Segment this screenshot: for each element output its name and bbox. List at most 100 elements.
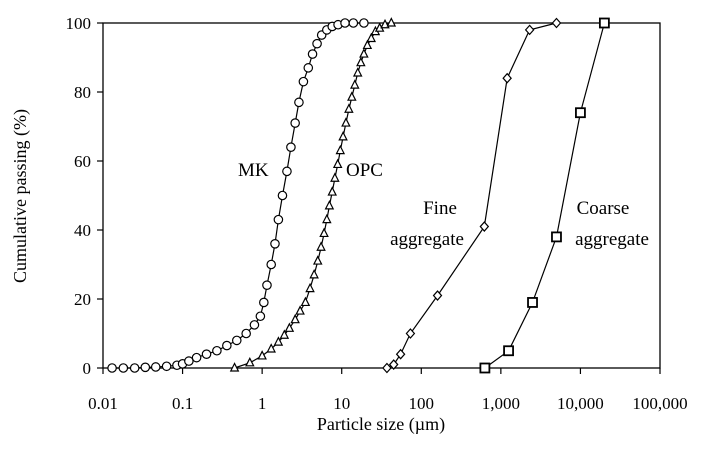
x-axis: 0.01 0.1 1 10 100 1,000 10,000 100,000	[88, 368, 688, 413]
opc-point	[284, 322, 295, 332]
fine-aggregate-point	[388, 359, 399, 370]
x-tick-label: 10	[333, 394, 350, 413]
opc-point	[322, 213, 332, 224]
y-tick-label: 100	[66, 14, 92, 33]
fine-aggregate-point	[405, 328, 416, 339]
opc-point	[229, 362, 240, 372]
coarse-aggregate-point	[598, 17, 610, 29]
fine-aggregate-point	[432, 290, 443, 301]
opc-point	[305, 282, 315, 293]
mk-point	[255, 311, 266, 322]
coarse-aggregate-series	[479, 17, 610, 374]
y-tick-label: 0	[83, 359, 92, 378]
mk-point	[129, 363, 140, 373]
mk-point	[277, 190, 288, 201]
opc-point	[366, 32, 377, 43]
opc-point	[330, 172, 340, 182]
opc-point	[279, 329, 290, 339]
x-tick-label: 0.1	[172, 394, 193, 413]
mk-point	[201, 349, 212, 359]
mk-point	[294, 97, 304, 108]
opc-point	[266, 343, 276, 353]
mk-point	[262, 280, 272, 290]
opc-series	[229, 17, 397, 372]
coarse-aggregate-point	[479, 362, 491, 374]
mk-point	[222, 340, 232, 351]
y-tick-label: 40	[74, 221, 91, 240]
mk-point	[270, 239, 280, 249]
y-tick-label: 60	[74, 152, 91, 171]
mk-point	[231, 335, 242, 346]
opc-point	[352, 67, 363, 77]
fine-aggregate-series	[382, 17, 562, 374]
fine-aggregate-line	[386, 22, 557, 369]
opc-point	[332, 158, 343, 169]
opc-point	[257, 350, 267, 360]
opc-point	[245, 356, 255, 367]
opc-point	[324, 200, 335, 210]
x-axis-title: Particle size (µm)	[317, 414, 445, 435]
x-tick-label: 10,000	[557, 394, 604, 413]
fine-aggregate-point	[524, 24, 535, 36]
series-layer	[107, 17, 610, 374]
fine-aggregate-point	[502, 72, 512, 84]
mk-point	[259, 297, 269, 308]
opc-point	[290, 313, 300, 324]
fine-aggregate-label-line1: Fine	[423, 198, 457, 219]
opc-point	[350, 79, 360, 89]
opc-point	[341, 117, 351, 127]
mk-point	[340, 18, 350, 28]
mk-series	[107, 18, 369, 373]
y-axis-title: Cumulative passing (%)	[10, 109, 31, 283]
mk-point	[118, 363, 129, 373]
opc-point	[312, 255, 323, 265]
opc-label: OPC	[346, 160, 383, 181]
mk-point	[107, 363, 117, 373]
mk-point	[348, 18, 359, 28]
mk-point	[290, 118, 300, 128]
coarse-aggregate-point	[575, 107, 586, 119]
opc-point	[327, 186, 338, 196]
opc-point	[359, 48, 369, 58]
fine-aggregate-point	[479, 221, 490, 232]
coarse-aggregate-point	[527, 297, 538, 308]
x-tick-label: 100	[409, 394, 435, 413]
mk-point	[359, 18, 369, 28]
opc-point	[273, 336, 284, 346]
opc-point	[338, 131, 348, 141]
mk-point	[273, 214, 284, 225]
opc-point	[309, 269, 319, 279]
coarse-aggregate-label-line2: aggregate	[575, 229, 649, 250]
y-axis: 0 20 40 60 80 100	[66, 14, 103, 378]
mk-point	[282, 166, 292, 177]
mk-point	[307, 49, 318, 59]
mk-point	[191, 352, 202, 363]
coarse-aggregate-point	[503, 345, 514, 357]
x-tick-label: 0.01	[88, 394, 118, 413]
mk-point	[150, 362, 161, 372]
plot-frame	[102, 22, 661, 369]
mk-point	[184, 356, 194, 366]
y-tick-label: 80	[74, 83, 91, 102]
fine-aggregate-label-line2: aggregate	[390, 229, 464, 250]
mk-point	[286, 142, 296, 152]
y-tick-label: 20	[74, 290, 91, 309]
mk-line	[112, 22, 364, 369]
opc-point	[316, 241, 326, 251]
x-tick-label: 1	[258, 394, 267, 413]
opc-point	[380, 18, 390, 29]
x-tick-label: 100,000	[632, 394, 687, 413]
fine-aggregate-point	[395, 348, 406, 360]
opc-point	[362, 39, 373, 50]
mk-point	[212, 345, 222, 356]
opc-point	[335, 144, 346, 155]
opc-point	[347, 91, 357, 101]
mk-point	[298, 76, 309, 87]
opc-point	[344, 103, 354, 113]
mk-point	[140, 362, 151, 373]
fine-aggregate-point	[382, 362, 392, 374]
coarse-aggregate-label-line1: Coarse	[577, 198, 630, 219]
mk-point	[249, 320, 260, 330]
coarse-aggregate-line	[484, 22, 605, 369]
